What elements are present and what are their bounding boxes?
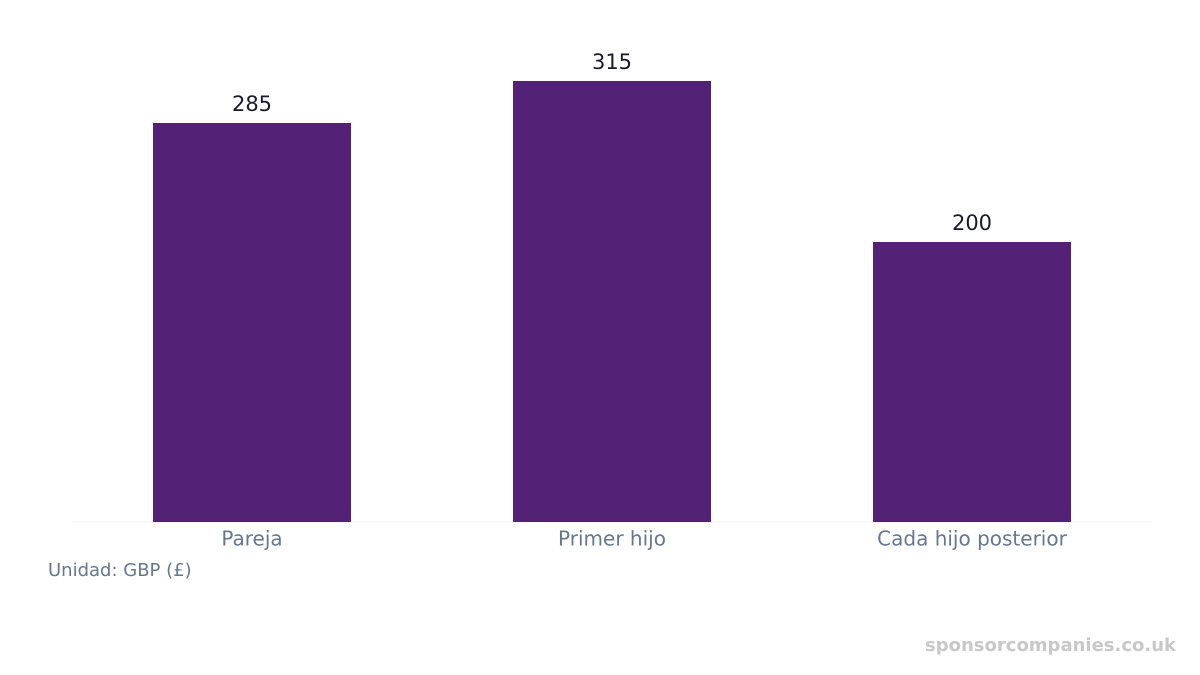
bar (153, 123, 351, 522)
value-label: 200 (952, 211, 992, 235)
value-label: 285 (232, 92, 272, 116)
bar (873, 242, 1071, 522)
bar (513, 81, 711, 522)
x-tick-label: Cada hijo posterior (877, 527, 1067, 551)
watermark: sponsorcompanies.co.uk (925, 635, 1177, 656)
x-tick-label: Primer hijo (558, 527, 666, 551)
unit-note: Unidad: GBP (£) (48, 560, 192, 581)
x-tick-label: Pareja (221, 527, 282, 551)
value-label: 315 (592, 50, 632, 74)
